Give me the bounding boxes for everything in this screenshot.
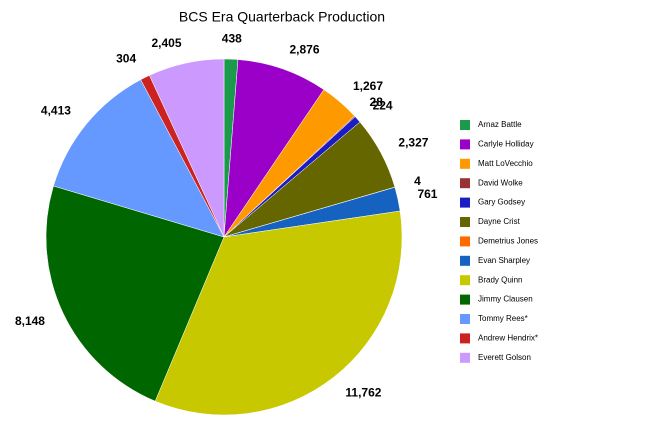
pie-slice (45, 185, 225, 402)
legend-swatch (460, 314, 470, 324)
legend-swatch (460, 139, 470, 150)
data-label: 28 (370, 95, 384, 109)
legend-swatch (460, 333, 470, 344)
pie-slice (154, 210, 403, 416)
data-label: 2,327 (398, 135, 428, 149)
legend-label: Carlyle Holliday (478, 140, 534, 149)
data-label: 4,413 (41, 104, 71, 118)
legend-label: Tommy Rees* (478, 314, 528, 323)
data-label: 2,405 (152, 36, 182, 50)
pie-slice (53, 79, 225, 238)
legend-label: Brady Quinn (478, 275, 522, 284)
legend-swatch (460, 120, 470, 130)
legend-label: Jimmy Clausen (478, 295, 533, 304)
data-label: 8,148 (15, 314, 45, 328)
legend-swatch (460, 197, 470, 208)
data-label: 2,876 (290, 42, 320, 56)
legend-swatch (460, 255, 470, 266)
legend-label: Demetrius Jones (478, 237, 538, 246)
data-label: 1,267 (353, 79, 383, 93)
chart-title: BCS Era Quarterback Production (179, 9, 385, 25)
legend-swatch (460, 158, 470, 169)
legend-label: Andrew Hendrix* (478, 334, 538, 343)
legend-label: Matt LoVecchio (478, 159, 533, 168)
legend-swatch (460, 352, 470, 363)
legend-label: Dayne Crist (478, 217, 521, 226)
legend-label: Everett Golson (478, 353, 531, 362)
pie-slice (223, 59, 325, 238)
legend-swatch (460, 275, 470, 286)
legend-swatch (460, 217, 470, 227)
legend-label: Evan Sharpley (478, 256, 530, 265)
legend-label: Arnaz Battle (478, 120, 522, 129)
data-label: 761 (417, 187, 437, 201)
data-label: 11,762 (345, 386, 381, 400)
data-label: 438 (222, 31, 242, 45)
legend-swatch (460, 294, 470, 305)
data-label: 304 (116, 52, 136, 66)
legend-label: Gary Godsey (478, 198, 525, 207)
data-label: 224 (373, 98, 393, 112)
legend-label: David Wolke (478, 178, 523, 187)
legend-swatch (460, 178, 470, 189)
data-label: 4 (414, 174, 421, 188)
pie-slice (149, 58, 225, 238)
legend-swatch (460, 236, 470, 247)
